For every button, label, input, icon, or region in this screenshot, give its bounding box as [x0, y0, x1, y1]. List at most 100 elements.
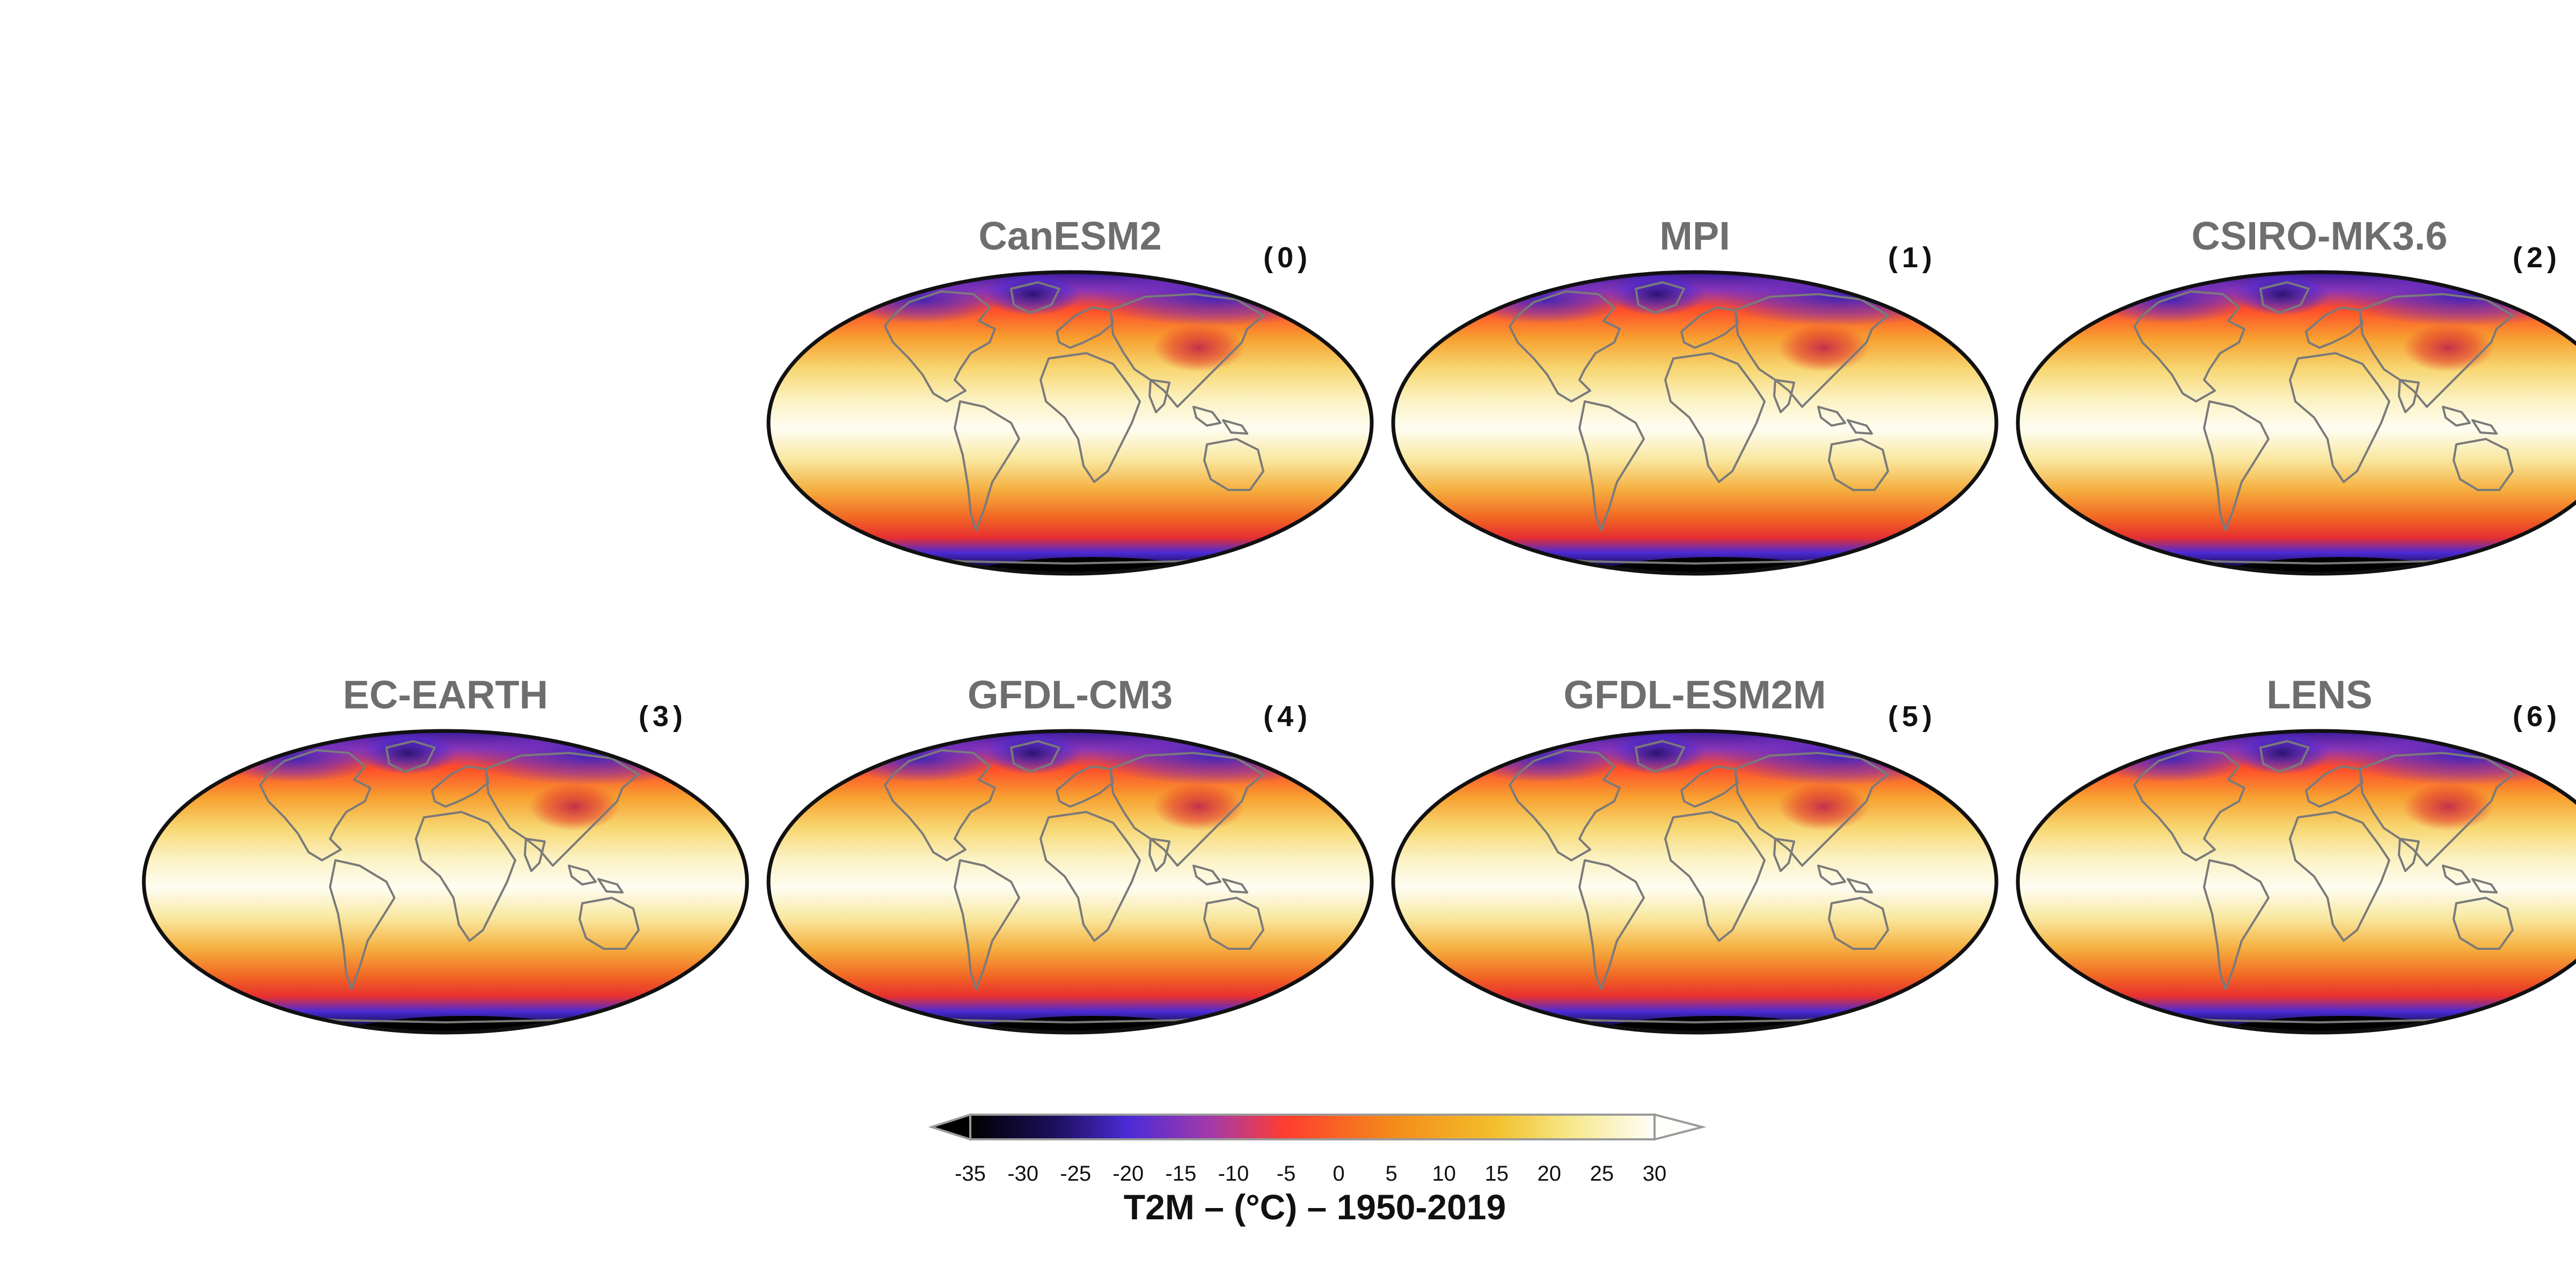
coastline-path: [1635, 281, 1685, 314]
colorbar-tick-label: -20: [1113, 1162, 1144, 1185]
coastline-path: [1773, 838, 1795, 872]
panel-title: MPI: [1659, 214, 1730, 258]
coastline-path: [1773, 379, 1795, 413]
panel-title: CSIRO-MK3.6: [2192, 214, 2448, 258]
coastline-path: [1222, 419, 1248, 435]
coastline-path: [2359, 293, 2514, 408]
coastline-path: [2289, 352, 2390, 483]
coastline-path: [2398, 838, 2420, 872]
map-panel: EC-EARTH (3): [142, 672, 749, 1035]
map-field: [2018, 731, 2576, 1033]
coastline-path: [2133, 290, 2245, 402]
map-border: [2016, 270, 2576, 576]
antarctica-cold-region: [952, 557, 1231, 574]
panel-index-label: (0): [1263, 241, 1312, 274]
coastline-path: [1203, 438, 1264, 491]
coastline-path: [1828, 438, 1889, 491]
coastline-path: [1192, 406, 1221, 427]
greenland-cold-region: [984, 273, 1081, 316]
tibet-cold-region: [1778, 324, 1869, 372]
antarctica-cold-region: [1577, 557, 1856, 574]
coastline-path: [954, 400, 1020, 531]
coastline-path: [1664, 352, 1766, 483]
coastline-path: [1734, 293, 1889, 408]
map-border: [2016, 729, 2576, 1035]
map-border: [766, 270, 1374, 576]
antarctica-cold-region: [2201, 1016, 2480, 1033]
panel-index-label: (1): [1888, 241, 1936, 274]
coastline-path: [2259, 740, 2310, 773]
coastline-path: [1040, 811, 1141, 942]
greenland-cold-region: [360, 731, 456, 774]
coastline-path: [415, 811, 516, 942]
greenland-cold-region: [1609, 731, 1706, 774]
panel-title: EC-EARTH: [343, 672, 548, 717]
antarctica-cold-region: [952, 1016, 1231, 1033]
tibet-cold-region: [1153, 782, 1245, 831]
coastline-path: [1056, 306, 1114, 349]
coastline-path: [1148, 379, 1170, 413]
colorbar-tick-label: 15: [1485, 1162, 1509, 1185]
coastline-path: [2259, 281, 2310, 314]
antarctica-cold-region: [1577, 1016, 1856, 1033]
colorbar-tick-label: 30: [1643, 1162, 1667, 1185]
greenland-cold-region: [2234, 731, 2330, 774]
map-panel: CSIRO-MK3.6 (2): [2016, 214, 2576, 576]
tibet-cold-region: [1153, 324, 1245, 372]
coastline-path: [1734, 752, 1889, 867]
coastline-path: [1040, 352, 1141, 483]
map-field: [144, 731, 747, 1033]
colorbar-tick-label: 20: [1538, 1162, 1562, 1185]
panel-title: LENS: [2266, 672, 2372, 717]
greenland-cold-region: [1609, 273, 1706, 316]
coastline-path: [2471, 878, 2498, 894]
colorbar-tick-label: -5: [1277, 1162, 1296, 1185]
coastline-path: [485, 752, 640, 867]
map-panel: GFDL-CM3 (4): [766, 672, 1374, 1035]
coastline-path: [524, 838, 546, 872]
coastline-path: [2305, 765, 2363, 808]
antarctica-cold-region: [2201, 557, 2480, 574]
coastline-path: [2442, 865, 2471, 885]
map-border: [1391, 729, 1999, 1035]
coastline-path: [568, 865, 597, 885]
panel-index-label: (4): [1263, 700, 1312, 733]
coastline-path: [1828, 897, 1889, 950]
colorbar-tick-label: -15: [1165, 1162, 1196, 1185]
coastline-path: [2289, 811, 2390, 942]
panel-index-label: (3): [639, 700, 687, 733]
colorbar-ticks: -35 -30 -25 -20 -15 -10 -5 0 5 10 15 20 25 30: [955, 1162, 1666, 1185]
colorbar-bar: [969, 1114, 1656, 1140]
colorbar-tick-label: -30: [1007, 1162, 1038, 1185]
coastline-path: [1664, 811, 1766, 942]
tibet-cold-region: [1778, 782, 1869, 831]
coastline-path: [1109, 293, 1264, 408]
map-panel: GFDL-ESM2M (5): [1391, 672, 1999, 1035]
coastline-path: [1109, 752, 1264, 867]
coastline-path: [2133, 749, 2245, 861]
coastline-path: [1192, 865, 1221, 885]
map-field: [1393, 272, 1996, 574]
colorbar-title: T2M – (°C) – 1950-2019: [1124, 1187, 1506, 1227]
coastline-path: [1578, 859, 1645, 990]
colorbar: -35 -30 -25 -20 -15 -10 -5 0 5 10 15 20 25 30 T2M – (…: [928, 1113, 1707, 1227]
coastline-path: [2442, 406, 2471, 427]
map-field: [769, 731, 1372, 1033]
coastline-path: [2203, 859, 2270, 990]
tibet-cold-region: [2403, 782, 2494, 831]
panel-title: CanESM2: [978, 214, 1161, 258]
coastline-path: [2453, 438, 2514, 491]
coastline-path: [1680, 306, 1739, 349]
coastline-path: [884, 290, 996, 402]
coastline-path: [1148, 838, 1170, 872]
coastline-path: [1817, 406, 1846, 427]
coastline-path: [385, 740, 436, 773]
coastline-path: [1203, 897, 1264, 950]
map-panel: MPI (1): [1391, 214, 1999, 576]
coastline-path: [1010, 740, 1060, 773]
coastline-path: [1635, 740, 1685, 773]
coastline-path: [259, 749, 371, 861]
map-panel: CanESM2 (0): [766, 214, 1374, 576]
coastline-path: [1847, 419, 1873, 435]
coastline-path: [2471, 419, 2498, 435]
